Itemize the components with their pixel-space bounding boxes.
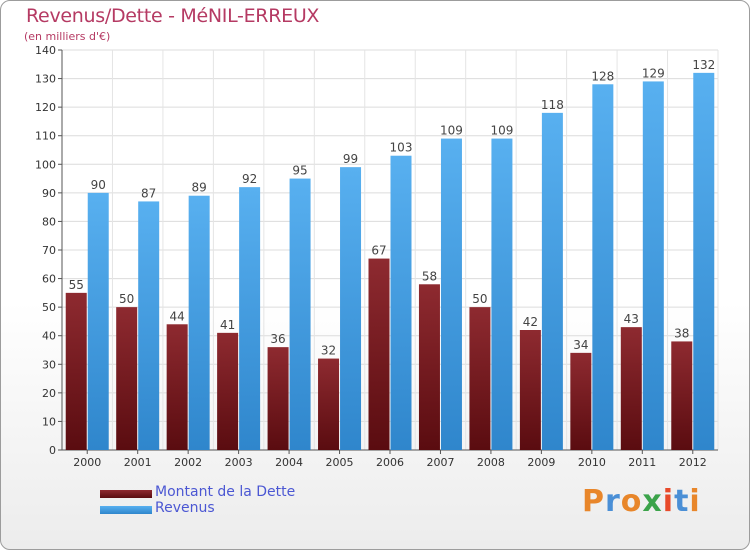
bar-revenus — [138, 201, 160, 450]
y-tick-label: 140 — [35, 44, 56, 57]
data-label: 44 — [170, 309, 185, 323]
y-tick-label: 20 — [42, 387, 56, 400]
bar-debt — [368, 258, 390, 450]
data-label: 129 — [642, 66, 665, 80]
chart-title: Revenus/Dette - MéNIL-ERREUX — [26, 5, 320, 27]
data-label: 34 — [573, 338, 588, 352]
y-tick-label: 90 — [42, 187, 56, 200]
x-tick-label: 2004 — [275, 456, 303, 469]
data-label: 87 — [141, 186, 156, 200]
bar-debt — [418, 284, 440, 450]
y-tick-label: 30 — [42, 358, 56, 371]
logo-letter: P — [582, 484, 605, 519]
bar-revenus — [541, 112, 563, 450]
bar-revenus — [693, 72, 715, 450]
y-tick-label: 0 — [49, 444, 56, 457]
legend-label-revenus: Revenus — [155, 500, 215, 516]
bar-debt — [267, 347, 289, 450]
x-tick-label: 2002 — [174, 456, 202, 469]
x-tick-label: 2007 — [426, 456, 454, 469]
legend-swatch-revenus — [100, 506, 152, 514]
bar-debt — [65, 292, 87, 450]
data-label: 128 — [591, 69, 614, 83]
data-label: 32 — [321, 344, 336, 358]
bar-debt — [318, 358, 340, 450]
bar-revenus — [87, 192, 109, 450]
x-tick-label: 2008 — [477, 456, 505, 469]
logo-letter: o — [620, 484, 643, 519]
logo-letter: i — [689, 484, 701, 519]
x-tick-label: 2003 — [225, 456, 253, 469]
bar-revenus — [289, 178, 311, 451]
bar-revenus — [390, 155, 412, 450]
bar-debt — [116, 307, 138, 450]
data-label: 58 — [422, 269, 437, 283]
data-label: 90 — [91, 178, 106, 192]
data-label: 92 — [242, 172, 257, 186]
data-label: 118 — [541, 98, 564, 112]
y-tick-label: 40 — [42, 330, 56, 343]
y-tick-label: 10 — [42, 415, 56, 428]
logo-letter: x — [642, 484, 663, 519]
bar-debt — [469, 307, 491, 450]
data-label: 41 — [220, 318, 235, 332]
x-tick-label: 2000 — [73, 456, 101, 469]
data-label: 99 — [343, 152, 358, 166]
bar-debt — [166, 324, 188, 450]
bar-revenus — [592, 84, 614, 451]
y-tick-label: 120 — [35, 101, 56, 114]
data-label: 103 — [390, 141, 413, 155]
gridlines — [61, 49, 719, 451]
y-tick-label: 80 — [42, 215, 56, 228]
y-tick-label: 60 — [42, 273, 56, 286]
data-label: 50 — [472, 292, 487, 306]
bar-debt — [217, 332, 239, 450]
x-tick-label: 2001 — [124, 456, 152, 469]
data-label: 50 — [119, 292, 134, 306]
logo-letter: t — [674, 484, 690, 519]
y-tick-label: 50 — [42, 301, 56, 314]
data-label: 43 — [624, 312, 639, 326]
data-label: 132 — [692, 58, 715, 72]
logo-letter: i — [662, 484, 675, 519]
x-tick-label: 2006 — [376, 456, 404, 469]
legend-label-debt: Montant de la Dette — [155, 484, 296, 500]
x-tick-label: 2010 — [578, 456, 606, 469]
data-labels: 55 90 50 87 44 89 41 92 36 95 32 99 67 103 58 109 50 109 4… — [69, 58, 716, 358]
bar-revenus — [491, 138, 513, 451]
legend-swatch-debt — [100, 490, 152, 498]
data-label: 89 — [192, 181, 207, 195]
bar-revenus — [642, 81, 664, 450]
bar-debt — [620, 327, 642, 450]
bar-revenus — [188, 195, 210, 450]
bars — [65, 72, 715, 451]
data-label: 109 — [490, 124, 513, 138]
chart-subtitle: (en milliers d'€) — [24, 30, 111, 43]
data-label: 38 — [674, 326, 689, 340]
x-tick-label: 2012 — [679, 456, 707, 469]
logo-letter: r — [605, 484, 621, 519]
bar-revenus — [340, 167, 362, 450]
y-tick-label: 110 — [35, 130, 56, 143]
bar-debt — [671, 341, 693, 450]
data-label: 36 — [270, 332, 285, 346]
data-label: 42 — [523, 315, 538, 329]
x-tick-label: 2005 — [326, 456, 354, 469]
y-tick-label: 130 — [35, 73, 56, 86]
data-label: 109 — [440, 124, 463, 138]
bar-debt — [519, 330, 541, 450]
data-label: 67 — [371, 244, 386, 258]
data-label: 55 — [69, 278, 84, 292]
bar-debt — [570, 352, 592, 450]
proxiti-logo: Proxiti — [582, 484, 701, 519]
bar-revenus — [440, 138, 462, 451]
x-tick-label: 2009 — [527, 456, 555, 469]
bar-revenus — [239, 187, 261, 450]
y-tick-label: 70 — [42, 244, 56, 257]
x-tick-label: 2011 — [628, 456, 656, 469]
y-tick-label: 100 — [35, 158, 56, 171]
data-label: 95 — [292, 164, 307, 178]
